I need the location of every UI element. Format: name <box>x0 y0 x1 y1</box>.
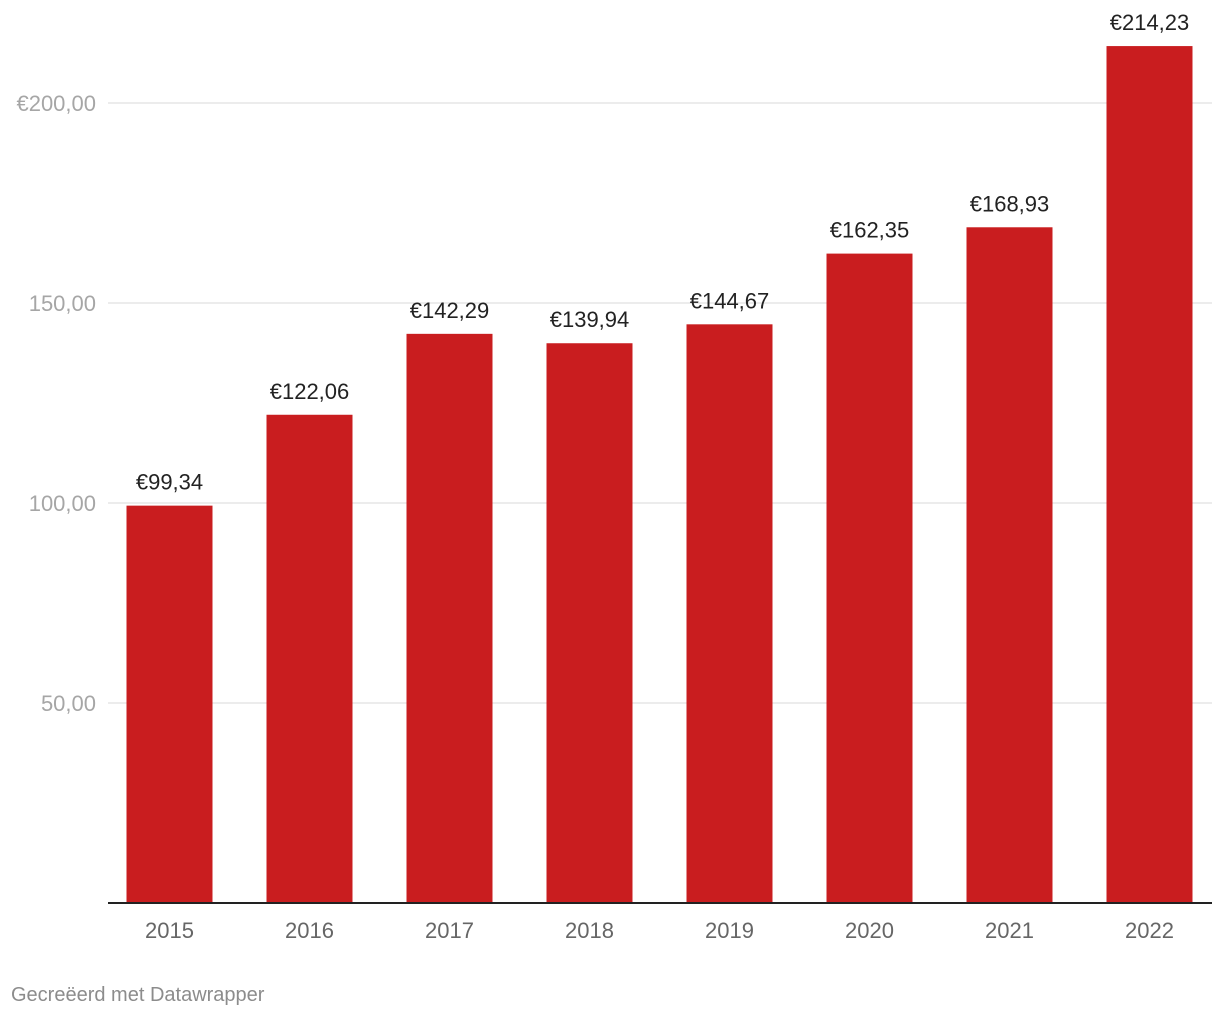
bar <box>826 253 913 904</box>
x-tick-label: 2017 <box>425 918 474 943</box>
bar <box>966 227 1053 903</box>
data-label: €144,67 <box>690 288 770 313</box>
bar <box>126 505 213 903</box>
bar <box>266 414 353 903</box>
data-label: €99,34 <box>136 470 203 495</box>
y-tick-label: 50,00 <box>41 691 96 716</box>
y-tick-label: 100,00 <box>29 491 96 516</box>
x-tick-label: 2020 <box>845 918 894 943</box>
data-label: €122,06 <box>270 379 350 404</box>
credit-footer: Gecreëerd met Datawrapper <box>11 984 265 1006</box>
bar <box>686 324 773 903</box>
data-label: €162,35 <box>830 218 910 243</box>
data-label: €139,94 <box>550 307 630 332</box>
bar-chart: 50,00 100,00 150,00 €200,00 €99,34 €122,06 €1… <box>16 10 1212 943</box>
y-tick-label: 150,00 <box>29 291 96 316</box>
data-label: €142,29 <box>410 298 490 323</box>
data-label: €168,93 <box>970 191 1050 216</box>
x-tick-label: 2019 <box>705 918 754 943</box>
x-tick-label: 2015 <box>145 918 194 943</box>
x-tick-label: 2022 <box>1125 918 1174 943</box>
y-tick-label: €200,00 <box>16 91 96 116</box>
x-tick-label: 2018 <box>565 918 614 943</box>
bars <box>126 46 1193 904</box>
bar <box>406 333 493 904</box>
data-labels: €99,34 €122,06 €142,29 €139,94 €144,67 €162,3… <box>136 10 1189 495</box>
x-axis-ticks: 2015 2016 2017 2018 2019 2020 2021 2022 <box>145 918 1174 943</box>
bar <box>1106 46 1193 903</box>
x-tick-label: 2021 <box>985 918 1034 943</box>
x-tick-label: 2016 <box>285 918 334 943</box>
data-label: €214,23 <box>1110 10 1190 35</box>
y-axis-ticks: 50,00 100,00 150,00 €200,00 <box>16 91 96 716</box>
bar <box>546 343 633 903</box>
